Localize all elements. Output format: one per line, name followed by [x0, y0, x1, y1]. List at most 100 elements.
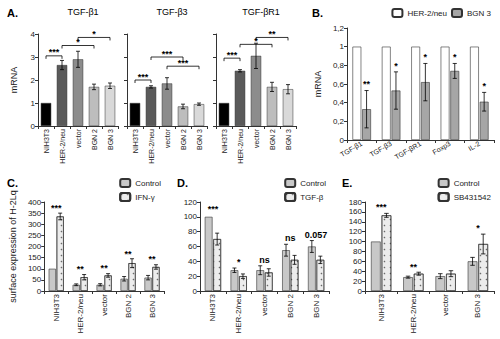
svg-text:0: 0 [358, 287, 363, 296]
svg-text:NIH3T3: NIH3T3 [52, 293, 61, 321]
svg-text:A.: A. [7, 7, 18, 19]
svg-text:20: 20 [188, 272, 197, 281]
svg-text:200: 200 [28, 242, 42, 251]
svg-text:100: 100 [184, 212, 198, 221]
svg-text:BGN 2: BGN 2 [286, 293, 295, 318]
svg-text:*: * [92, 29, 96, 39]
svg-text:0,8: 0,8 [333, 61, 345, 70]
svg-text:Control: Control [454, 179, 480, 188]
svg-text:*: * [394, 61, 398, 71]
svg-text:***: *** [51, 203, 62, 213]
svg-text:*: * [237, 257, 241, 267]
svg-text:TGF-β1: TGF-β1 [67, 7, 98, 17]
svg-text:BGN 3: BGN 3 [107, 129, 114, 150]
svg-text:vector: vector [100, 294, 109, 316]
svg-text:BGN 3: BGN 3 [148, 293, 157, 318]
svg-text:*: * [482, 81, 486, 91]
svg-text:D.: D. [177, 177, 188, 189]
svg-text:vector: vector [441, 294, 450, 316]
svg-text:0: 0 [37, 287, 42, 296]
svg-text:BGN 2: BGN 2 [91, 129, 98, 150]
svg-text:mRNA: mRNA [9, 67, 19, 94]
svg-text:BGN 2: BGN 2 [124, 293, 133, 318]
svg-text:vector: vector [260, 294, 269, 316]
svg-text:0,6: 0,6 [333, 80, 345, 89]
svg-text:120: 120 [349, 227, 363, 236]
svg-text:0: 0 [340, 136, 345, 145]
svg-text:*: * [76, 37, 80, 47]
svg-text:1: 1 [31, 99, 36, 108]
svg-text:**: ** [410, 262, 418, 272]
svg-text:20: 20 [353, 277, 362, 286]
svg-text:0,4: 0,4 [333, 98, 345, 107]
svg-text:250: 250 [28, 231, 42, 240]
svg-text:HER-2/neu: HER-2/neu [76, 294, 85, 334]
svg-text:***: *** [138, 72, 149, 82]
svg-text:BGN 2: BGN 2 [180, 129, 187, 150]
svg-text:0: 0 [31, 122, 36, 131]
svg-text:***: *** [227, 50, 238, 60]
svg-text:TGF-β3: TGF-β3 [156, 7, 187, 17]
svg-text:mRNA: mRNA [313, 71, 323, 98]
svg-text:TGF-βR1: TGF-βR1 [242, 7, 280, 17]
svg-text:BGN 3: BGN 3 [285, 129, 292, 150]
svg-text:Control: Control [300, 179, 326, 188]
svg-text:*: * [476, 223, 480, 233]
svg-text:**: ** [268, 29, 276, 39]
svg-text:Foxp3: Foxp3 [431, 140, 452, 157]
svg-text:TGF-β3: TGF-β3 [368, 140, 393, 159]
svg-text:150: 150 [28, 253, 42, 262]
svg-text:4: 4 [31, 30, 36, 39]
svg-text:HER-2/neu: HER-2/neu [237, 129, 244, 164]
svg-text:IFN-γ: IFN-γ [135, 193, 155, 202]
svg-text:1,2: 1,2 [333, 24, 345, 33]
svg-text:40: 40 [188, 257, 197, 266]
svg-text:50: 50 [32, 275, 41, 284]
svg-text:NIH3T3: NIH3T3 [132, 129, 139, 153]
svg-text:Control: Control [135, 179, 161, 188]
svg-text:180: 180 [349, 198, 363, 207]
svg-text:surface expression of H-2Lq: surface expression of H-2Lq [8, 190, 18, 303]
svg-text:**: ** [101, 263, 109, 273]
svg-text:TGF-βR1: TGF-βR1 [393, 140, 422, 162]
svg-text:BGN 3: BGN 3 [196, 129, 203, 150]
svg-text:**: ** [125, 249, 133, 259]
svg-text:***: *** [49, 47, 60, 57]
svg-text:BGN 3: BGN 3 [312, 293, 321, 318]
svg-text:1: 1 [340, 42, 345, 51]
svg-text:100: 100 [28, 264, 42, 273]
svg-text:NIH3T3: NIH3T3 [221, 129, 228, 153]
svg-text:SB431542: SB431542 [454, 193, 492, 202]
svg-text:**: ** [149, 254, 157, 264]
svg-text:160: 160 [349, 207, 363, 216]
svg-text:40: 40 [353, 267, 362, 276]
svg-text:140: 140 [349, 217, 363, 226]
svg-text:*: * [424, 52, 428, 62]
svg-text:HER-2/neu: HER-2/neu [409, 294, 418, 334]
svg-text:BGN 2: BGN 2 [269, 129, 276, 150]
svg-text:ns: ns [285, 233, 296, 243]
svg-text:60: 60 [353, 257, 362, 266]
svg-text:NIH3T3: NIH3T3 [208, 293, 217, 321]
svg-text:3: 3 [31, 53, 36, 62]
svg-text:NIH3T3: NIH3T3 [377, 293, 386, 321]
svg-text:vector: vector [75, 128, 82, 148]
svg-text:BGN 3: BGN 3 [473, 293, 482, 318]
svg-text:***: *** [208, 204, 219, 214]
svg-text:***: *** [162, 49, 173, 59]
svg-text:**: ** [363, 79, 371, 89]
svg-text:0.057: 0.057 [305, 230, 328, 240]
svg-text:100: 100 [349, 237, 363, 246]
svg-text:HER-2/neu: HER-2/neu [407, 9, 447, 18]
svg-text:C.: C. [7, 177, 18, 189]
svg-text:400: 400 [28, 198, 42, 207]
svg-text:vector: vector [253, 128, 260, 148]
svg-text:vector: vector [164, 128, 171, 148]
svg-text:HER-2/neu: HER-2/neu [59, 129, 66, 164]
svg-text:E.: E. [342, 177, 352, 189]
svg-text:TGF-β1: TGF-β1 [339, 140, 364, 159]
svg-text:0: 0 [193, 287, 198, 296]
svg-text:80: 80 [188, 227, 197, 236]
svg-text:ns: ns [259, 255, 270, 265]
svg-text:NIH3T3: NIH3T3 [43, 129, 50, 153]
